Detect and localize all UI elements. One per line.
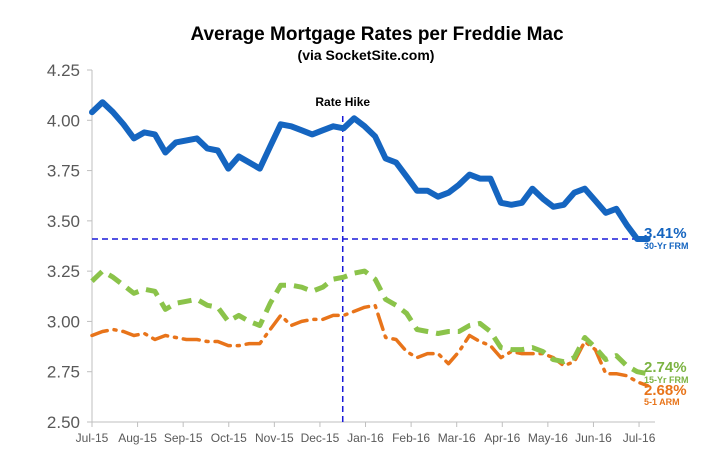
- end-value-5-1-arm: 2.68%: [644, 382, 687, 399]
- chart-subtitle: (via SocketSite.com): [298, 47, 435, 63]
- y-tick-label: 2.75: [47, 363, 80, 382]
- x-tick-label: Oct-15: [211, 431, 247, 445]
- x-tick-label: Apr-16: [484, 431, 520, 445]
- x-tick-label: Dec-15: [301, 431, 340, 445]
- y-tick-label: 3.50: [47, 212, 80, 231]
- y-tick-label: 4.00: [47, 111, 80, 130]
- x-tick-label: Aug-15: [118, 431, 157, 445]
- x-tick-label: Feb-16: [392, 431, 430, 445]
- series-15-yr-frm-line: [90, 268, 649, 377]
- end-name-5-1-arm: 5-1 ARM: [644, 397, 680, 407]
- y-tick-label: 3.00: [47, 312, 80, 331]
- y-tick-label: 3.75: [47, 162, 80, 181]
- y-tick-label: 2.50: [47, 413, 80, 432]
- series-lines: [89, 99, 651, 388]
- y-axis-ticks: 2.50 2.75 3.00 3.25 3.50 3.75 4.00 4.25: [47, 61, 92, 432]
- y-tick-label: 3.25: [47, 262, 80, 281]
- x-tick-label: May-16: [528, 431, 568, 445]
- x-tick-label: Jul-15: [76, 431, 109, 445]
- axes: [91, 70, 655, 423]
- x-tick-label: Jul-16: [623, 431, 656, 445]
- end-value-30-yr-frm: 3.41%: [644, 225, 687, 242]
- series-5-1-arm-line: [90, 303, 650, 388]
- reference-lines: Rate Hike: [92, 95, 645, 422]
- y-tick-label: 4.25: [47, 61, 80, 80]
- end-name-15-yr-frm: 15-Yr FRM: [644, 375, 689, 385]
- x-tick-label: Nov-15: [255, 431, 294, 445]
- x-tick-label: Jun-16: [575, 431, 612, 445]
- x-tick-label: Mar-16: [438, 431, 476, 445]
- chart-title: Average Mortgage Rates per Freddie Mac: [190, 24, 564, 45]
- x-tick-label: Jan-16: [347, 431, 384, 445]
- rate-hike-label: Rate Hike: [315, 95, 370, 109]
- end-name-30-yr-frm: 30-Yr FRM: [644, 241, 689, 251]
- end-value-15-yr-frm: 2.74%: [644, 359, 687, 376]
- x-axis-ticks: Jul-15 Aug-15 Sep-15 Oct-15 Nov-15 Dec-15 Jan-…: [76, 422, 656, 445]
- series-30-yr-frm-line: [89, 99, 651, 242]
- x-tick-label: Sep-15: [164, 431, 203, 445]
